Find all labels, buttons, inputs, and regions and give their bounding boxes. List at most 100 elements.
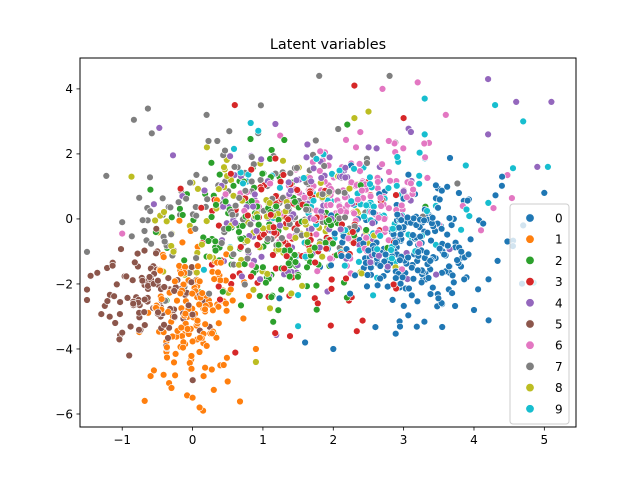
data-point-series-9 xyxy=(457,226,465,234)
data-point-series-2 xyxy=(311,244,319,252)
data-point-series-1 xyxy=(199,372,208,380)
data-point-series-6 xyxy=(355,160,364,168)
legend-label: 7 xyxy=(555,360,563,374)
data-point-series-4 xyxy=(287,186,295,195)
data-point-series-0 xyxy=(445,262,453,271)
data-point-series-2 xyxy=(176,205,184,213)
data-point-series-5 xyxy=(140,308,148,316)
data-point-series-5 xyxy=(110,292,118,300)
data-point-series-7 xyxy=(135,194,143,202)
data-point-series-5 xyxy=(160,321,168,329)
legend-marker xyxy=(525,319,535,329)
data-point-series-9 xyxy=(519,117,527,126)
data-point-series-1 xyxy=(171,350,180,358)
data-point-series-5 xyxy=(115,335,124,344)
legend-label: 0 xyxy=(555,212,563,226)
data-point-series-4 xyxy=(309,164,318,173)
data-point-series-9 xyxy=(312,155,321,163)
data-point-series-0 xyxy=(395,224,403,232)
data-point-series-7 xyxy=(315,72,323,80)
data-point-series-5 xyxy=(129,276,137,284)
data-point-series-4 xyxy=(317,174,325,182)
data-point-series-0 xyxy=(460,275,468,283)
data-point-series-0 xyxy=(346,290,354,298)
data-point-series-4 xyxy=(364,143,373,152)
data-point-series-6 xyxy=(366,192,375,201)
data-point-series-2 xyxy=(237,301,245,310)
data-point-series-9 xyxy=(247,119,255,127)
data-point-series-8 xyxy=(169,248,178,256)
data-point-series-9 xyxy=(465,212,473,220)
data-point-series-1 xyxy=(201,320,209,328)
data-point-series-0 xyxy=(484,275,493,283)
data-point-series-1 xyxy=(187,365,196,373)
y-tick-label: −2 xyxy=(55,277,73,291)
data-point-series-0 xyxy=(391,239,400,247)
data-point-series-6 xyxy=(385,137,393,145)
data-point-series-7 xyxy=(228,211,237,219)
data-point-series-9 xyxy=(294,291,302,299)
data-point-series-3 xyxy=(328,275,336,284)
data-point-series-5 xyxy=(184,301,193,309)
data-point-series-7 xyxy=(257,101,265,110)
data-point-series-0 xyxy=(409,231,417,239)
data-point-series-0 xyxy=(420,318,429,326)
data-point-series-1 xyxy=(210,275,218,283)
data-point-series-2 xyxy=(274,241,283,249)
data-point-series-0 xyxy=(381,250,390,259)
data-point-series-7 xyxy=(218,239,226,247)
data-point-series-7 xyxy=(320,162,328,170)
data-point-series-9 xyxy=(341,262,349,270)
data-point-series-9 xyxy=(491,101,499,109)
data-point-series-5 xyxy=(86,272,95,280)
data-point-series-3 xyxy=(350,81,359,90)
data-point-series-7 xyxy=(318,190,327,198)
data-point-series-2 xyxy=(211,237,220,246)
data-point-series-3 xyxy=(271,329,279,337)
data-point-series-3 xyxy=(267,211,275,219)
data-point-series-1 xyxy=(201,364,209,372)
data-point-series-2 xyxy=(221,197,230,206)
data-point-series-6 xyxy=(356,128,364,136)
points-layer xyxy=(83,72,556,415)
data-point-series-6 xyxy=(118,229,126,238)
data-point-series-8 xyxy=(151,216,159,225)
data-point-series-9 xyxy=(484,199,492,207)
data-point-series-6 xyxy=(350,209,358,218)
data-point-series-6 xyxy=(378,160,386,168)
data-point-series-3 xyxy=(314,299,322,308)
data-point-series-1 xyxy=(210,386,218,394)
data-point-series-1 xyxy=(195,300,203,309)
data-point-series-4 xyxy=(432,270,440,279)
data-point-series-5 xyxy=(103,297,112,305)
data-point-series-0 xyxy=(388,296,397,304)
data-point-series-5 xyxy=(164,274,173,282)
data-point-series-2 xyxy=(168,213,176,222)
data-point-series-5 xyxy=(83,285,91,294)
data-point-series-0 xyxy=(447,221,456,229)
data-point-series-7 xyxy=(146,207,154,215)
data-point-series-5 xyxy=(188,310,197,319)
data-point-series-7 xyxy=(302,205,310,214)
data-point-series-3 xyxy=(349,228,357,236)
data-point-series-2 xyxy=(313,306,321,314)
data-point-series-6 xyxy=(414,78,422,87)
data-point-series-6 xyxy=(342,136,350,144)
data-point-series-5 xyxy=(117,245,125,253)
data-point-series-0 xyxy=(443,183,451,191)
data-point-series-1 xyxy=(214,268,222,277)
data-point-series-2 xyxy=(179,211,187,219)
data-point-series-1 xyxy=(178,238,187,247)
data-point-series-1 xyxy=(222,307,231,315)
data-point-series-5 xyxy=(154,308,162,316)
data-point-series-3 xyxy=(283,252,291,260)
data-point-series-6 xyxy=(442,111,450,119)
data-point-series-7 xyxy=(334,187,342,196)
data-point-series-6 xyxy=(385,204,393,212)
data-point-series-5 xyxy=(97,310,106,318)
data-point-series-0 xyxy=(351,271,359,279)
data-point-series-4 xyxy=(256,275,264,283)
data-point-series-4 xyxy=(155,124,164,132)
data-point-series-5 xyxy=(113,280,121,289)
